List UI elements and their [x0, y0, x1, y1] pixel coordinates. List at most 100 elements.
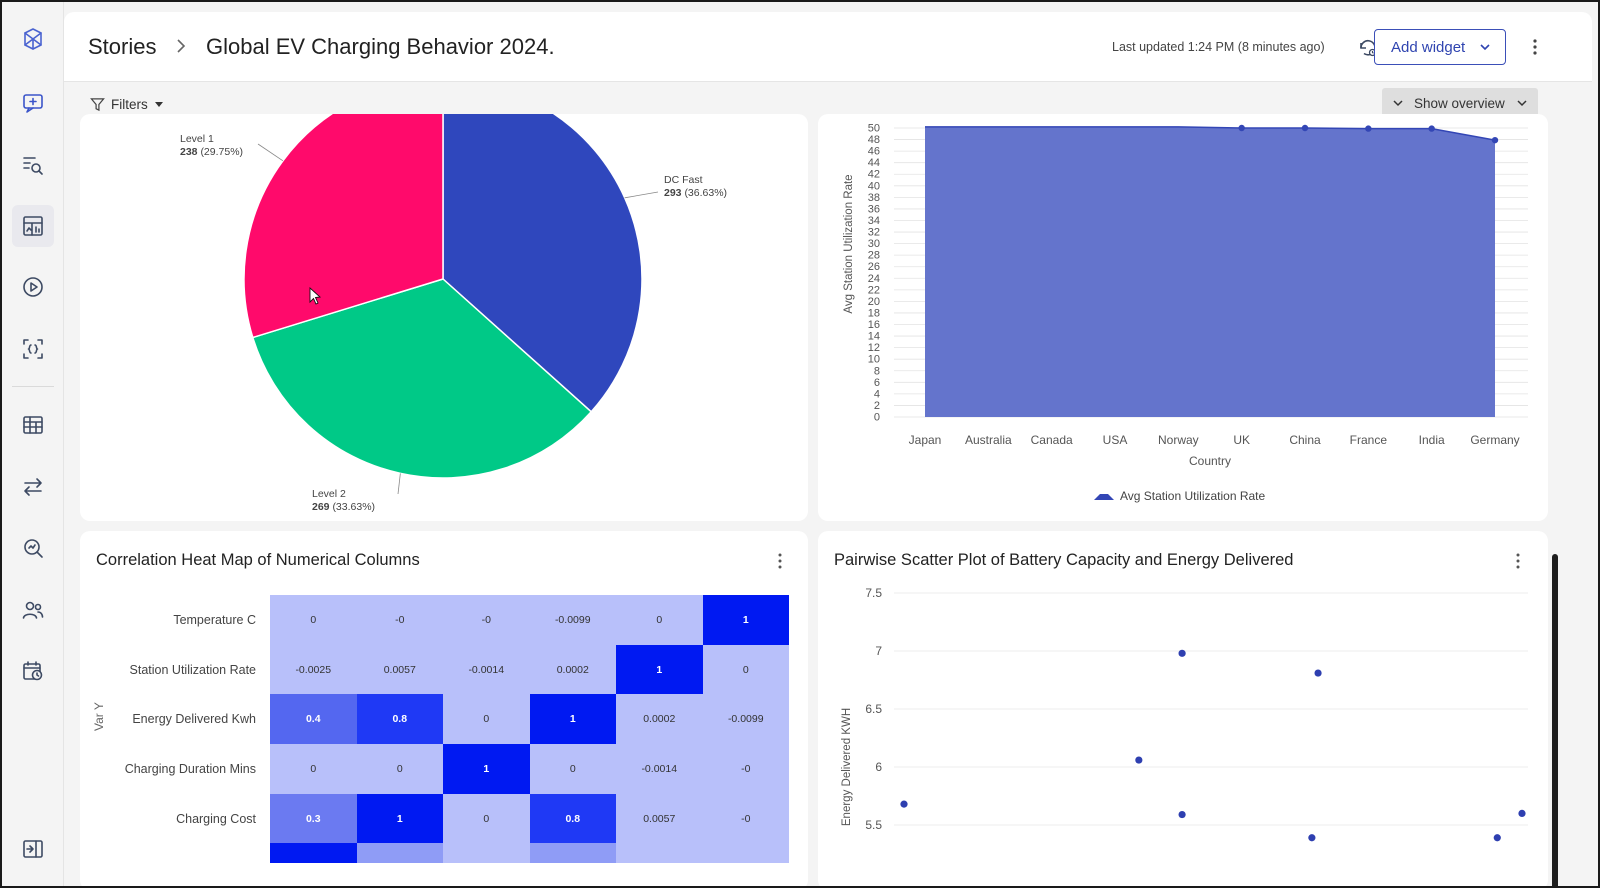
area-legend-label[interactable]: Avg Station Utilization Rate [1120, 489, 1266, 503]
show-overview-label: Show overview [1414, 95, 1505, 111]
heatmap-cell[interactable]: -0.0014 [443, 644, 530, 695]
more-options-button[interactable] [1522, 34, 1548, 60]
heatmap-cell[interactable]: 1 [356, 793, 443, 844]
transfer-icon[interactable] [12, 466, 54, 508]
scatter-point[interactable] [1135, 756, 1143, 764]
heatmap-row: 0 0 1 0 -0.0014 -0 [270, 744, 789, 794]
heatmap-menu-button[interactable] [770, 551, 790, 571]
heatmap-cell[interactable]: -0 [356, 595, 443, 645]
table-icon[interactable] [12, 404, 54, 446]
heatmap-grid: 0 -0 -0 -0.0099 0 1 -0.0025 0.0057 -0.0014 0.0002… [270, 595, 789, 864]
heatmap-cell[interactable]: -0.0099 [529, 595, 616, 645]
area-y-tick: 24 [868, 273, 880, 285]
app-logo-icon[interactable] [12, 18, 54, 60]
heatmap-cell[interactable] [356, 843, 443, 864]
heatmap-cell[interactable]: -0 [702, 793, 789, 844]
heatmap-cell[interactable]: 0.0002 [529, 644, 616, 695]
heatmap-cell[interactable] [270, 843, 357, 864]
add-widget-button[interactable]: Add widget [1374, 29, 1506, 65]
caret-down-icon [154, 102, 163, 107]
pie-label-value: 269 (33.63%) [312, 501, 375, 513]
area-point[interactable] [1301, 124, 1309, 132]
search-list-icon[interactable] [12, 144, 54, 186]
area-point[interactable] [1428, 125, 1435, 132]
heatmap-cell[interactable]: 0.0057 [356, 644, 443, 695]
chevron-down-icon [1517, 100, 1527, 107]
collapse-sidebar-icon[interactable] [12, 828, 54, 870]
page-scrollbar[interactable] [1552, 554, 1558, 886]
heatmap-cell[interactable]: -0 [702, 744, 789, 794]
scatter-point[interactable] [1178, 649, 1186, 657]
heatmap-cell[interactable] [529, 843, 616, 864]
heatmap-cell[interactable]: 0 [356, 744, 443, 794]
area-y-axis-label: Avg Station Utilization Rate [843, 174, 855, 313]
heatmap-cell[interactable]: 0.4 [270, 694, 357, 745]
area-y-tick: 28 [868, 250, 880, 262]
pie-label-name: Level 2 [312, 488, 346, 500]
heatmap-row-label: Station Utilization Rate [129, 662, 256, 677]
heatmap-cell[interactable]: 0 [270, 595, 357, 645]
area-point[interactable] [1491, 136, 1499, 144]
scatter-point[interactable] [1178, 810, 1186, 819]
heatmap-cell[interactable] [443, 843, 530, 864]
scatter-point[interactable] [1493, 834, 1501, 842]
area-y-tick: 50 [868, 123, 880, 135]
scatter-point[interactable] [1314, 669, 1322, 677]
add-widget-label: Add widget [1391, 38, 1466, 56]
area-point[interactable] [1365, 125, 1372, 132]
scatter-y-tick: 6.5 [865, 702, 882, 716]
users-icon[interactable] [12, 589, 54, 631]
heatmap-cell[interactable]: 0.0057 [616, 793, 703, 844]
heatmap-cell[interactable]: 1 [529, 694, 616, 745]
heatmap-cell[interactable]: 0 [702, 644, 789, 695]
scatter-point[interactable] [1518, 809, 1526, 817]
filter-icon [90, 97, 105, 111]
dashboard-icon[interactable] [12, 205, 54, 247]
heatmap-cell[interactable]: -0.0014 [616, 744, 703, 794]
schedule-icon[interactable] [12, 650, 54, 692]
kebab-icon [1533, 39, 1537, 55]
heatmap-cell[interactable]: 1 [702, 595, 789, 645]
play-icon[interactable] [12, 266, 54, 308]
data-search-icon[interactable] [12, 527, 54, 569]
scatter-y-tick: 7.5 [865, 586, 882, 600]
heatmap-cell[interactable]: 0 [529, 744, 616, 794]
chat-add-icon[interactable] [12, 82, 54, 124]
heatmap-cell[interactable]: -0.0025 [270, 644, 357, 695]
heatmap-cell[interactable]: 0 [270, 744, 357, 794]
heatmap-cell[interactable]: 1 [443, 744, 530, 794]
area-y-tick: 0 [874, 412, 880, 424]
show-overview-button[interactable]: Show overview [1382, 88, 1538, 118]
heatmap-cell[interactable]: -0 [443, 595, 530, 645]
heatmap-cell[interactable]: 0.8 [529, 793, 616, 844]
area-x-tick: China [1289, 433, 1321, 447]
heatmap-cell[interactable]: -0.0099 [702, 694, 789, 745]
scatter-y-axis-label: Energy Delivered KWH [841, 708, 853, 826]
area-x-tick: Canada [1031, 433, 1073, 447]
area-point[interactable] [1238, 124, 1245, 132]
scatter-point[interactable] [1308, 834, 1316, 842]
scatter-point[interactable] [900, 800, 908, 808]
breadcrumb-stories-link[interactable]: Stories [88, 34, 157, 59]
heatmap-row-label: Charging Duration Mins [124, 761, 256, 776]
scatter-menu-button[interactable] [1508, 551, 1528, 571]
area-y-tick: 8 [874, 365, 880, 377]
pie-slice-level-2[interactable] [251, 278, 593, 479]
pie-label-value: 293 (36.63%) [664, 187, 727, 199]
pie-slice-dc-fast[interactable] [442, 114, 643, 413]
heatmap-cell[interactable]: 0.0002 [616, 694, 703, 745]
kebab-icon [778, 553, 782, 569]
pie-label-name: Level 1 [180, 133, 214, 145]
scatter-card: Pairwise Scatter Plot of Battery Capacit… [818, 531, 1548, 886]
heatmap-cell[interactable]: 0.8 [356, 694, 443, 745]
heatmap-cell[interactable]: 0 [443, 793, 530, 844]
heatmap-cell[interactable]: 0 [443, 694, 530, 745]
heatmap-cell[interactable]: 0 [616, 595, 703, 645]
variables-icon[interactable] [12, 328, 54, 370]
filters-button[interactable]: Filters [90, 94, 164, 114]
heatmap-cell[interactable]: 1 [616, 644, 703, 695]
scatter-chart: 5.5 6 6.5 7 7.5 Energy Delivered KWH [841, 586, 1528, 842]
heatmap-cell[interactable]: 0.3 [270, 793, 357, 844]
heatmap-cell[interactable] [702, 843, 789, 864]
heatmap-cell[interactable] [616, 843, 703, 864]
